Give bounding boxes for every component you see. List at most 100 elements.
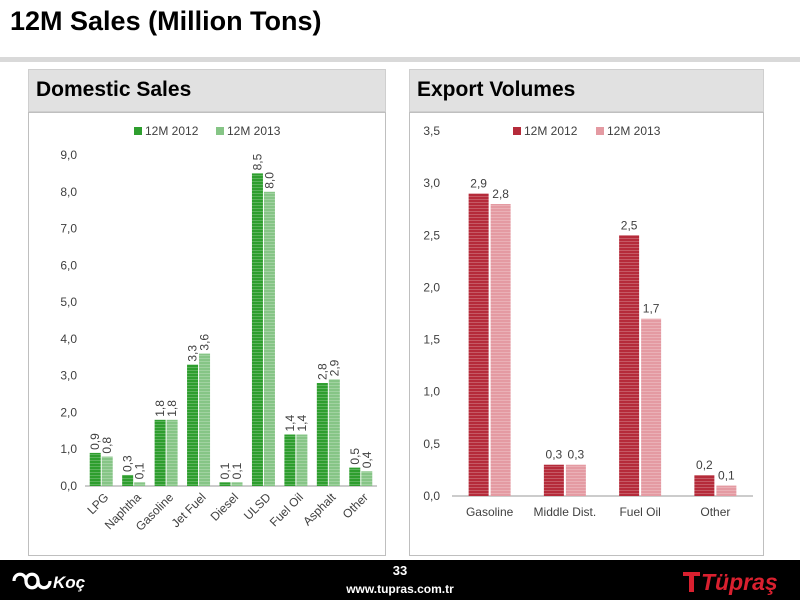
y-tick-label: 2,0 xyxy=(60,405,77,419)
data-label: 0,9 xyxy=(88,433,102,450)
bar xyxy=(199,353,211,486)
x-tick-label: Asphalt xyxy=(300,490,339,529)
y-tick-label: 6,0 xyxy=(60,258,77,272)
legend-label: 12M 2013 xyxy=(227,124,281,138)
bar xyxy=(641,318,662,496)
y-tick-label: 1,0 xyxy=(60,442,77,456)
data-label: 0,5 xyxy=(348,448,362,465)
x-tick-label: Jet Fuel xyxy=(169,490,209,530)
data-label: 1,8 xyxy=(165,400,179,417)
y-tick-label: 1,5 xyxy=(423,333,440,347)
y-tick-label: 4,0 xyxy=(60,332,77,346)
bar xyxy=(296,434,308,486)
data-label: 1,8 xyxy=(153,400,167,417)
koc-logo-text: Koç xyxy=(53,573,86,592)
data-label: 0,1 xyxy=(218,462,232,479)
x-tick-label: Fuel Oil xyxy=(267,490,306,529)
x-tick-label: Fuel Oil xyxy=(619,505,660,519)
data-label: 2,9 xyxy=(470,177,487,191)
domestic-chart-frame: 0,0 1,0 2,0 3,0 4,0 5,0 6,0 7,0 8,0 9,0 12M 2012 12… xyxy=(28,112,386,556)
y-tick-label: 3,5 xyxy=(423,124,440,138)
koc-logo: Koç xyxy=(12,572,86,592)
bar xyxy=(328,379,340,486)
bar xyxy=(101,456,113,486)
y-tick-label: 8,0 xyxy=(60,185,77,199)
title-divider xyxy=(0,57,800,62)
bar xyxy=(361,471,373,486)
website-link[interactable]: www.tupras.com.tr xyxy=(346,582,454,596)
data-label: 0,2 xyxy=(696,458,713,472)
domestic-panel-header: Domestic Sales xyxy=(28,69,386,112)
data-label: 0,1 xyxy=(718,469,735,483)
legend-label: 12M 2012 xyxy=(524,124,578,138)
export-panel-header: Export Volumes xyxy=(409,69,764,112)
data-label: 3,6 xyxy=(198,334,212,351)
legend-swatch xyxy=(216,127,224,135)
bar xyxy=(349,467,361,486)
koc-logo-mark-right xyxy=(24,572,52,590)
y-tick-label: 2,5 xyxy=(423,228,440,242)
legend-swatch xyxy=(596,127,604,135)
y-tick-label: 0,0 xyxy=(60,479,77,493)
data-label: 8,5 xyxy=(250,153,264,170)
bar xyxy=(122,474,134,486)
page-title: 12M Sales (Million Tons) xyxy=(10,6,322,36)
legend-swatch xyxy=(134,127,142,135)
bar xyxy=(263,191,275,486)
y-tick-label: 3,0 xyxy=(423,176,440,190)
y-tick-label: 3,0 xyxy=(60,369,77,383)
bar xyxy=(231,482,243,486)
y-tick-label: 7,0 xyxy=(60,222,77,236)
data-label: 0,3 xyxy=(568,448,585,462)
data-label: 0,3 xyxy=(546,448,563,462)
export-chart-title: Export Volumes xyxy=(417,78,576,101)
domestic-sales-chart: 0,0 1,0 2,0 3,0 4,0 5,0 6,0 7,0 8,0 9,0 12M 2012 12… xyxy=(60,124,377,534)
x-tick-label: Gasoline xyxy=(466,505,514,519)
data-label: 0,1 xyxy=(133,462,147,479)
bar xyxy=(619,235,640,496)
bar xyxy=(716,485,737,496)
x-tick-label: Diesel xyxy=(208,490,241,523)
data-label: 1,4 xyxy=(283,415,297,432)
y-tick-label: 9,0 xyxy=(60,148,77,162)
domestic-chart-title: Domestic Sales xyxy=(36,78,192,101)
bar xyxy=(219,482,231,486)
x-tick-label: Other xyxy=(700,505,730,519)
bar xyxy=(543,464,564,496)
y-tick-label: 0,5 xyxy=(423,437,440,451)
data-label: 2,8 xyxy=(315,363,329,380)
data-label: 1,7 xyxy=(643,302,660,316)
tupras-logo-text: Tüpraş xyxy=(701,569,778,595)
data-label: 0,1 xyxy=(230,462,244,479)
tupras-logo: Tüpraş xyxy=(683,569,778,595)
bar xyxy=(166,419,178,486)
page-number: 33 xyxy=(392,563,408,578)
legend-swatch xyxy=(513,127,521,135)
data-label: 1,4 xyxy=(295,415,309,432)
y-tick-label: 2,0 xyxy=(423,280,440,294)
x-tick-label: LPG xyxy=(84,490,111,517)
export-volumes-chart: 0,0 0,5 1,0 1,5 2,0 2,5 3,0 3,5 12M 2012 12M 2013… xyxy=(423,124,753,519)
footer-bar xyxy=(0,560,800,600)
bar xyxy=(694,475,715,496)
data-label: 0,4 xyxy=(360,451,374,468)
tupras-logo-mark xyxy=(683,572,700,592)
bar xyxy=(134,482,146,486)
y-tick-label: 1,0 xyxy=(423,385,440,399)
x-tick-label: Other xyxy=(340,490,371,521)
data-label: 2,8 xyxy=(492,187,509,201)
data-label: 0,8 xyxy=(100,437,114,454)
bar xyxy=(316,383,328,486)
bar xyxy=(89,452,101,486)
x-tick-label: Middle Dist. xyxy=(534,505,597,519)
legend-label: 12M 2012 xyxy=(145,124,199,138)
data-label: 2,5 xyxy=(621,218,638,232)
y-tick-label: 0,0 xyxy=(423,489,440,503)
data-label: 8,0 xyxy=(262,172,276,189)
bar xyxy=(187,364,199,486)
bar xyxy=(490,204,511,496)
data-label: 0,3 xyxy=(121,455,135,472)
bar xyxy=(251,173,263,486)
y-tick-label: 5,0 xyxy=(60,295,77,309)
bar xyxy=(565,464,586,496)
